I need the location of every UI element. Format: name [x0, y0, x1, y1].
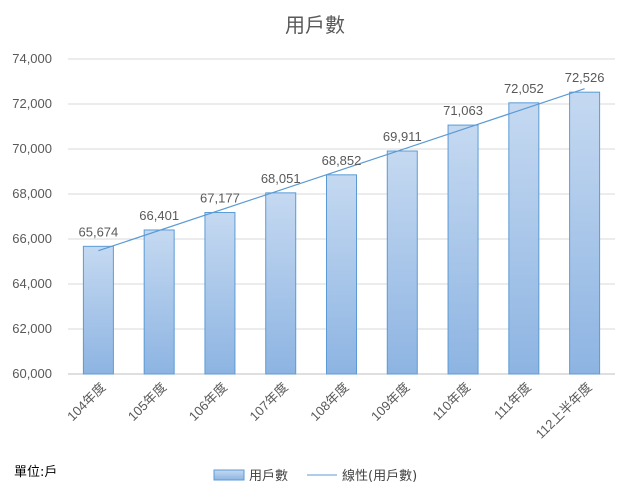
data-label: 66,401 [139, 208, 179, 223]
x-tick-label: 110年度 [430, 380, 474, 424]
bar [447, 124, 479, 375]
y-tick-label: 68,000 [12, 186, 52, 201]
bars [82, 91, 601, 375]
y-tick-label: 60,000 [12, 366, 52, 381]
y-tick-label: 74,000 [12, 51, 52, 66]
data-label: 67,177 [200, 191, 240, 206]
x-tick-label: 109年度 [368, 380, 412, 424]
bar [265, 192, 297, 375]
bar [386, 150, 418, 375]
bar [143, 229, 175, 375]
x-tick-label: 107年度 [247, 380, 291, 424]
legend-label-bars: 用戶數 [249, 469, 288, 484]
legend-label-trendline: 線性(用戶數) [342, 468, 417, 484]
x-tick-label: 111年度 [491, 380, 534, 423]
x-tick-label: 104年度 [64, 380, 108, 424]
x-tick-label: 105年度 [125, 380, 169, 424]
data-labels: 65,674 66,401 67,177 68,051 68,852 69,911 71,0… [79, 70, 605, 239]
data-label: 65,674 [79, 224, 119, 239]
y-tick-label: 70,000 [12, 141, 52, 156]
y-axis-ticks: 60,000 62,000 64,000 66,000 68,000 70,000 72,0… [12, 51, 52, 381]
bar [569, 91, 601, 375]
legend-bar-swatch [213, 469, 245, 481]
x-tick-label: 106年度 [186, 380, 230, 424]
x-tick-label: 108年度 [307, 380, 351, 424]
chart-title: 用戶數 [285, 13, 345, 37]
bar [508, 102, 540, 375]
data-label: 72,526 [565, 70, 605, 85]
data-label: 68,852 [322, 153, 362, 168]
bar [82, 245, 114, 375]
data-label: 68,051 [261, 171, 301, 186]
legend: 用戶數 線性(用戶數) [213, 468, 417, 484]
x-axis-ticks: 104年度 105年度 106年度 107年度 108年度 109年度 110年度 111年度… [64, 380, 595, 442]
y-tick-label: 66,000 [12, 231, 52, 246]
bar [204, 212, 236, 375]
trendline-group [98, 88, 585, 252]
data-label: 72,052 [504, 81, 544, 96]
y-tick-label: 64,000 [12, 276, 52, 291]
bar [326, 174, 357, 375]
unit-label: 單位:戶 [14, 465, 57, 480]
y-tick-label: 72,000 [12, 96, 52, 111]
x-tick-label: 112上半年度 [533, 380, 595, 442]
data-label: 71,063 [443, 103, 483, 118]
trendline [98, 88, 585, 252]
y-tick-label: 62,000 [12, 321, 52, 336]
data-label: 69,911 [383, 129, 422, 144]
